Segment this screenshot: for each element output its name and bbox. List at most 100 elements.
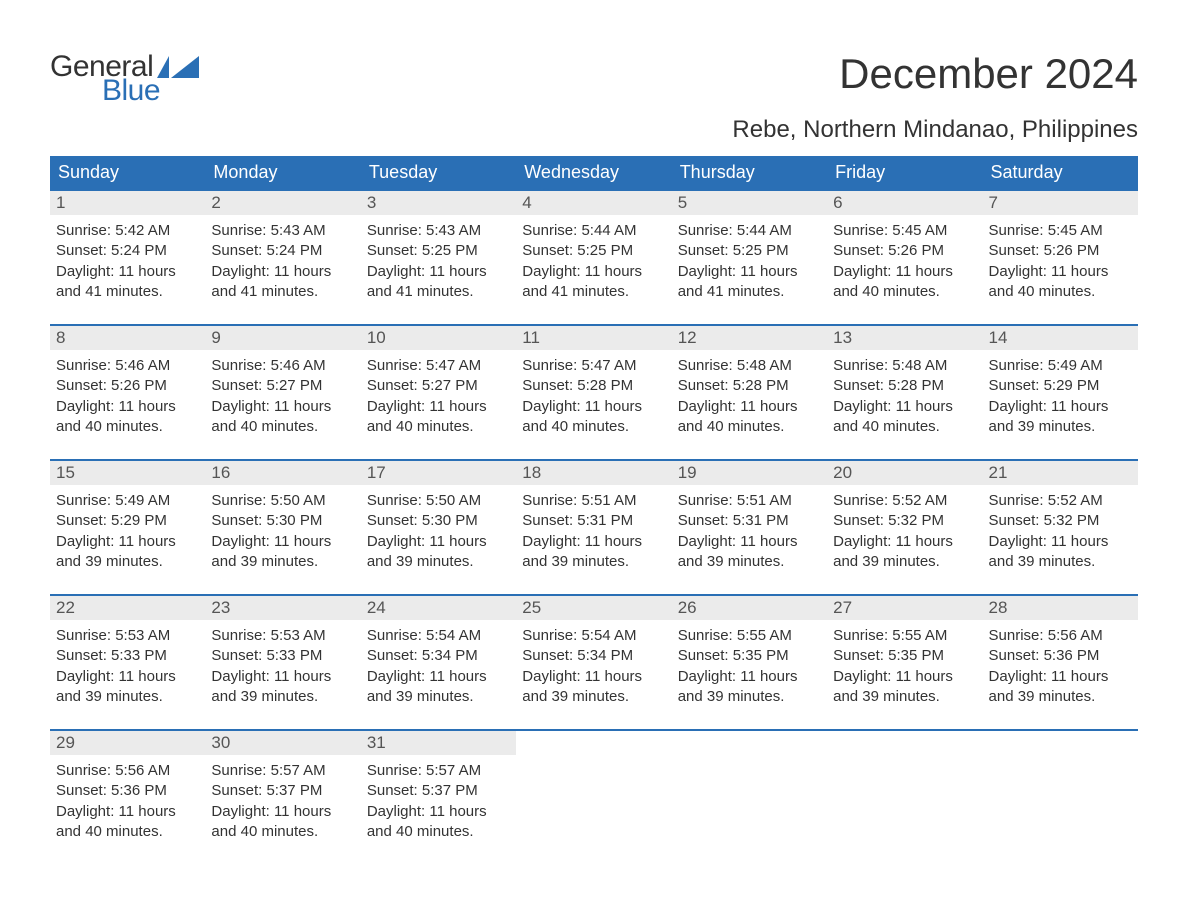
- sunrise-line: Sunrise: 5:48 AM: [678, 356, 821, 376]
- sunset-line: Sunset: 5:25 PM: [678, 241, 821, 261]
- day-number: 15: [50, 461, 205, 485]
- sunrise-line: Sunrise: 5:47 AM: [522, 356, 665, 376]
- calendar-cell: 8Sunrise: 5:46 AMSunset: 5:26 PMDaylight…: [50, 325, 205, 460]
- daylight-line-2: and 39 minutes.: [833, 687, 976, 707]
- sunrise-line: Sunrise: 5:45 AM: [989, 221, 1132, 241]
- daylight-line-2: and 40 minutes.: [367, 417, 510, 437]
- day-body: Sunrise: 5:49 AMSunset: 5:29 PMDaylight:…: [50, 485, 205, 572]
- day-body: Sunrise: 5:52 AMSunset: 5:32 PMDaylight:…: [983, 485, 1138, 572]
- day-body: Sunrise: 5:51 AMSunset: 5:31 PMDaylight:…: [516, 485, 671, 572]
- day-body: Sunrise: 5:56 AMSunset: 5:36 PMDaylight:…: [983, 620, 1138, 707]
- day-number: 14: [983, 326, 1138, 350]
- sunset-line: Sunset: 5:27 PM: [211, 376, 354, 396]
- sunset-line: Sunset: 5:37 PM: [367, 781, 510, 801]
- sunrise-line: Sunrise: 5:55 AM: [678, 626, 821, 646]
- calendar-cell: 30Sunrise: 5:57 AMSunset: 5:37 PMDayligh…: [205, 730, 360, 864]
- sunrise-line: Sunrise: 5:56 AM: [56, 761, 199, 781]
- daylight-line-2: and 39 minutes.: [367, 552, 510, 572]
- day-body: Sunrise: 5:53 AMSunset: 5:33 PMDaylight:…: [50, 620, 205, 707]
- calendar-cell: 18Sunrise: 5:51 AMSunset: 5:31 PMDayligh…: [516, 460, 671, 595]
- sunset-line: Sunset: 5:30 PM: [367, 511, 510, 531]
- sunset-line: Sunset: 5:34 PM: [522, 646, 665, 666]
- daylight-line-2: and 40 minutes.: [56, 417, 199, 437]
- sunset-line: Sunset: 5:29 PM: [56, 511, 199, 531]
- daylight-line-1: Daylight: 11 hours: [989, 667, 1132, 687]
- day-body: Sunrise: 5:47 AMSunset: 5:27 PMDaylight:…: [361, 350, 516, 437]
- daylight-line-1: Daylight: 11 hours: [678, 262, 821, 282]
- daylight-line-1: Daylight: 11 hours: [833, 667, 976, 687]
- sunrise-line: Sunrise: 5:46 AM: [56, 356, 199, 376]
- daylight-line-1: Daylight: 11 hours: [211, 397, 354, 417]
- day-body: Sunrise: 5:46 AMSunset: 5:26 PMDaylight:…: [50, 350, 205, 437]
- daylight-line-2: and 41 minutes.: [522, 282, 665, 302]
- day-number: 28: [983, 596, 1138, 620]
- daylight-line-2: and 39 minutes.: [211, 687, 354, 707]
- sunrise-line: Sunrise: 5:42 AM: [56, 221, 199, 241]
- sunrise-line: Sunrise: 5:53 AM: [211, 626, 354, 646]
- calendar-cell: 11Sunrise: 5:47 AMSunset: 5:28 PMDayligh…: [516, 325, 671, 460]
- sunrise-line: Sunrise: 5:54 AM: [522, 626, 665, 646]
- calendar-cell: 28Sunrise: 5:56 AMSunset: 5:36 PMDayligh…: [983, 595, 1138, 730]
- sunset-line: Sunset: 5:33 PM: [56, 646, 199, 666]
- sunrise-line: Sunrise: 5:51 AM: [522, 491, 665, 511]
- calendar-cell: 20Sunrise: 5:52 AMSunset: 5:32 PMDayligh…: [827, 460, 982, 595]
- calendar-cell: 29Sunrise: 5:56 AMSunset: 5:36 PMDayligh…: [50, 730, 205, 864]
- daylight-line-1: Daylight: 11 hours: [56, 262, 199, 282]
- day-body: Sunrise: 5:54 AMSunset: 5:34 PMDaylight:…: [361, 620, 516, 707]
- daylight-line-2: and 39 minutes.: [56, 552, 199, 572]
- daylight-line-2: and 40 minutes.: [678, 417, 821, 437]
- day-number: 22: [50, 596, 205, 620]
- day-body: Sunrise: 5:55 AMSunset: 5:35 PMDaylight:…: [827, 620, 982, 707]
- day-body: Sunrise: 5:43 AMSunset: 5:24 PMDaylight:…: [205, 215, 360, 302]
- day-body: Sunrise: 5:45 AMSunset: 5:26 PMDaylight:…: [827, 215, 982, 302]
- sunset-line: Sunset: 5:33 PM: [211, 646, 354, 666]
- sunrise-line: Sunrise: 5:50 AM: [211, 491, 354, 511]
- daylight-line-1: Daylight: 11 hours: [211, 532, 354, 552]
- calendar-cell: [827, 730, 982, 864]
- day-body: Sunrise: 5:43 AMSunset: 5:25 PMDaylight:…: [361, 215, 516, 302]
- calendar-cell: 25Sunrise: 5:54 AMSunset: 5:34 PMDayligh…: [516, 595, 671, 730]
- calendar-cell: 6Sunrise: 5:45 AMSunset: 5:26 PMDaylight…: [827, 190, 982, 325]
- daylight-line-1: Daylight: 11 hours: [833, 262, 976, 282]
- day-number: 1: [50, 191, 205, 215]
- sunset-line: Sunset: 5:27 PM: [367, 376, 510, 396]
- daylight-line-2: and 39 minutes.: [678, 687, 821, 707]
- daylight-line-1: Daylight: 11 hours: [211, 802, 354, 822]
- daylight-line-2: and 40 minutes.: [522, 417, 665, 437]
- sunrise-line: Sunrise: 5:54 AM: [367, 626, 510, 646]
- day-body: Sunrise: 5:44 AMSunset: 5:25 PMDaylight:…: [516, 215, 671, 302]
- sunset-line: Sunset: 5:32 PM: [989, 511, 1132, 531]
- day-body: Sunrise: 5:51 AMSunset: 5:31 PMDaylight:…: [672, 485, 827, 572]
- day-body: Sunrise: 5:49 AMSunset: 5:29 PMDaylight:…: [983, 350, 1138, 437]
- page-title: December 2024: [839, 50, 1138, 98]
- sunrise-line: Sunrise: 5:50 AM: [367, 491, 510, 511]
- calendar-week: 29Sunrise: 5:56 AMSunset: 5:36 PMDayligh…: [50, 730, 1138, 864]
- calendar-cell: 5Sunrise: 5:44 AMSunset: 5:25 PMDaylight…: [672, 190, 827, 325]
- daylight-line-2: and 39 minutes.: [522, 552, 665, 572]
- daylight-line-1: Daylight: 11 hours: [522, 532, 665, 552]
- day-number: 21: [983, 461, 1138, 485]
- day-number: 9: [205, 326, 360, 350]
- daylight-line-2: and 40 minutes.: [833, 282, 976, 302]
- calendar-cell: 14Sunrise: 5:49 AMSunset: 5:29 PMDayligh…: [983, 325, 1138, 460]
- daylight-line-1: Daylight: 11 hours: [989, 262, 1132, 282]
- day-header: Tuesday: [361, 156, 516, 190]
- sunset-line: Sunset: 5:28 PM: [678, 376, 821, 396]
- sunrise-line: Sunrise: 5:53 AM: [56, 626, 199, 646]
- calendar-cell: 15Sunrise: 5:49 AMSunset: 5:29 PMDayligh…: [50, 460, 205, 595]
- sunrise-line: Sunrise: 5:56 AM: [989, 626, 1132, 646]
- location-subtitle: Rebe, Northern Mindanao, Philippines: [50, 116, 1138, 144]
- daylight-line-2: and 41 minutes.: [367, 282, 510, 302]
- daylight-line-1: Daylight: 11 hours: [678, 532, 821, 552]
- day-body: Sunrise: 5:55 AMSunset: 5:35 PMDaylight:…: [672, 620, 827, 707]
- daylight-line-1: Daylight: 11 hours: [522, 667, 665, 687]
- sunrise-line: Sunrise: 5:55 AM: [833, 626, 976, 646]
- daylight-line-2: and 39 minutes.: [989, 687, 1132, 707]
- sunrise-line: Sunrise: 5:51 AM: [678, 491, 821, 511]
- calendar-cell: 12Sunrise: 5:48 AMSunset: 5:28 PMDayligh…: [672, 325, 827, 460]
- sunset-line: Sunset: 5:29 PM: [989, 376, 1132, 396]
- day-number: 7: [983, 191, 1138, 215]
- calendar-week: 15Sunrise: 5:49 AMSunset: 5:29 PMDayligh…: [50, 460, 1138, 595]
- calendar-cell: 27Sunrise: 5:55 AMSunset: 5:35 PMDayligh…: [827, 595, 982, 730]
- calendar-cell: 31Sunrise: 5:57 AMSunset: 5:37 PMDayligh…: [361, 730, 516, 864]
